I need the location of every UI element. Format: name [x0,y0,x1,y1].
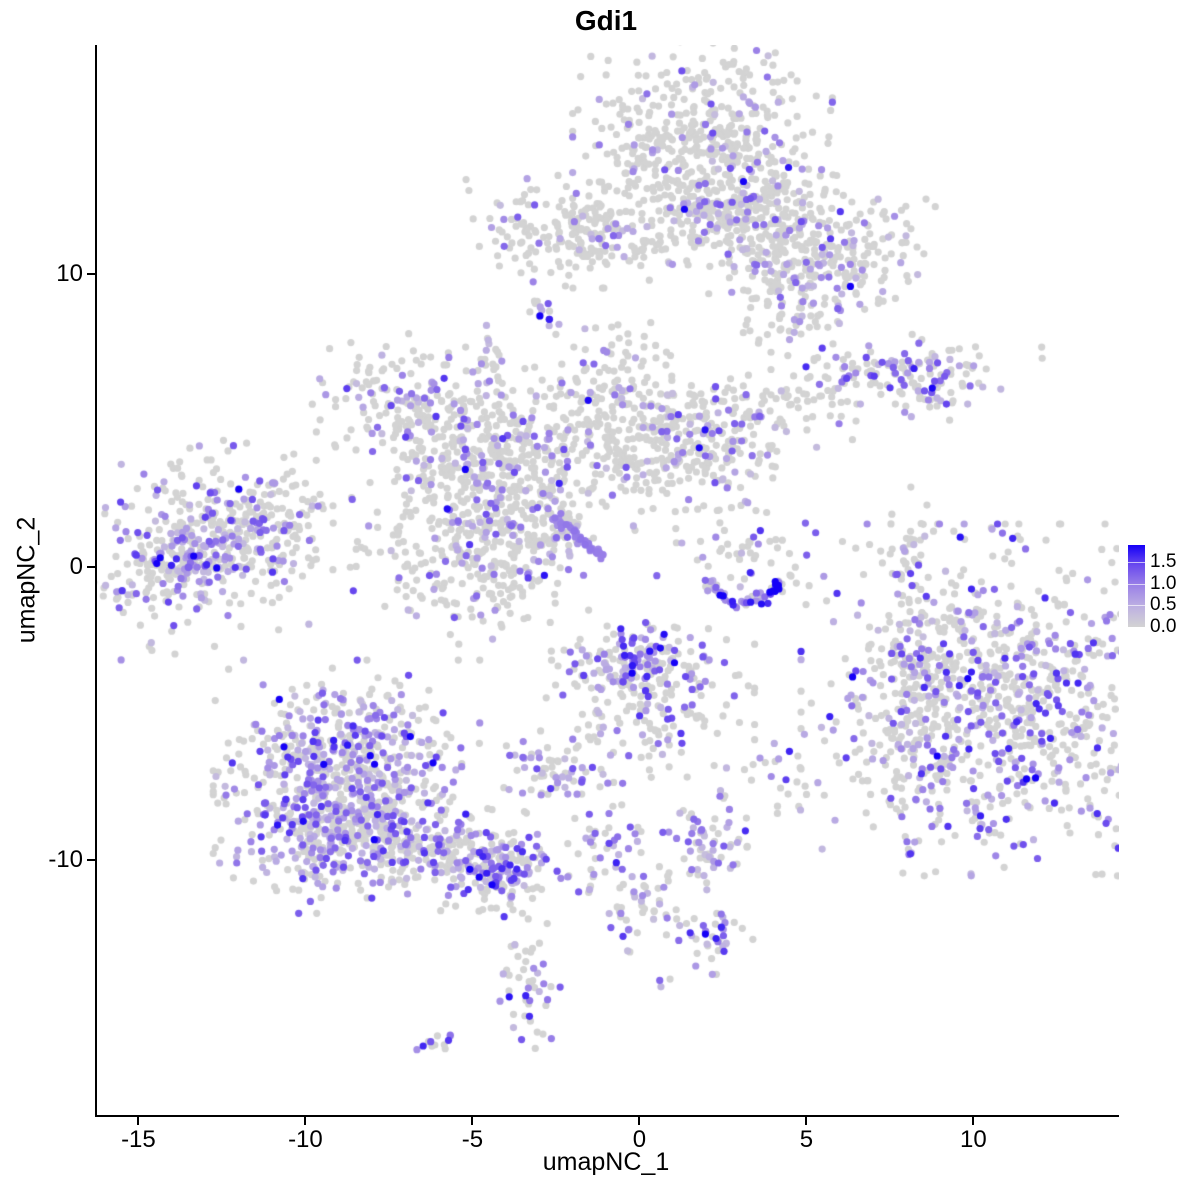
y-axis-label: umapNC_2 [12,516,41,644]
x-tick-label: 0 [632,1126,647,1153]
legend-tick-label: 0.5 [1150,594,1177,616]
scatter-canvas [97,45,1119,1115]
y-tick-mark [87,272,95,275]
legend-tick-mark [1128,583,1145,585]
y-tick-label: 10 [56,259,83,287]
y-tick-label: 0 [69,552,83,580]
y-tick-mark [87,858,95,861]
x-tick-mark [638,1117,641,1125]
legend-gradient-bar [1128,545,1145,627]
plot-panel [95,45,1119,1117]
x-tick-mark [304,1117,307,1125]
x-axis-label: umapNC_1 [542,1148,670,1176]
x-tick-label: 10 [960,1126,987,1153]
y-tick-label: -10 [48,845,83,873]
x-tick-label: -15 [121,1126,156,1153]
x-tick-label: -5 [461,1126,484,1153]
legend-tick-mark [1128,605,1145,607]
legend-tick-label: 1.0 [1150,572,1177,594]
y-tick-mark [87,565,95,568]
legend-tick-label: 0.0 [1150,616,1177,637]
x-tick-mark [972,1117,975,1125]
x-tick-label: 5 [799,1126,814,1153]
legend-tick-mark [1128,562,1145,564]
x-tick-mark [471,1117,474,1125]
x-tick-label: -10 [288,1126,323,1153]
plot-title: Gdi1 [574,5,638,36]
x-tick-mark [137,1117,140,1125]
legend-tick-label: 1.5 [1150,551,1177,573]
x-tick-mark [805,1117,808,1125]
